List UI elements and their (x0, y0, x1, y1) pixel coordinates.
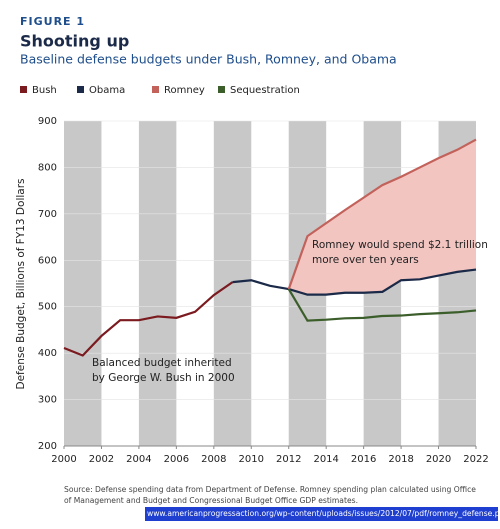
x-tick-label: 2016 (351, 454, 376, 465)
x-tick-label: 2014 (313, 454, 338, 465)
x-tick-label: 2004 (126, 454, 151, 465)
x-tick-label: 2008 (201, 454, 226, 465)
annotation: Romney would spend $2.1 trillion (312, 239, 488, 251)
source: of Management and Budget and Congression… (64, 496, 358, 505)
x-tick-label: 2022 (463, 454, 488, 465)
series-line (63, 281, 234, 357)
legend-label: Bush (32, 85, 57, 96)
stripe (138, 121, 177, 446)
y-tick-label: 900 (38, 116, 57, 127)
legend-label: Sequestration (230, 85, 300, 96)
y-tick-label: 800 (38, 162, 57, 173)
chart-subtitle: Baseline defense budgets under Bush, Rom… (20, 52, 397, 67)
x-tick-label: 2002 (89, 454, 114, 465)
annotation: more over ten years (312, 254, 419, 266)
y-tick-label: 700 (38, 209, 57, 220)
url: www.americanprogressaction.org/wp-conten… (147, 509, 500, 518)
stripe (64, 121, 102, 446)
series-line (287, 288, 477, 322)
legend-swatch (77, 86, 84, 93)
legend-label: Romney (164, 85, 205, 96)
series-line (232, 268, 477, 296)
y-axis-label: Defense Budget, Billions of FY13 Dollars (15, 179, 27, 390)
x-tick-label: 2000 (51, 454, 76, 465)
x-tick-label: 2006 (164, 454, 189, 465)
annotation: by George W. Bush in 2000 (92, 372, 235, 384)
y-tick-label: 600 (38, 255, 57, 266)
annotation: Balanced budget inherited (92, 357, 232, 369)
legend-swatch (218, 86, 225, 93)
y-tick-label: 300 (38, 395, 57, 406)
legend-label: Obama (89, 85, 125, 96)
legend-swatch (152, 86, 159, 93)
figure-label: FIGURE 1 (20, 15, 85, 28)
y-tick-label: 200 (38, 441, 57, 452)
series-line (287, 138, 477, 290)
x-tick-label: 2012 (276, 454, 301, 465)
x-tick-label: 2018 (388, 454, 413, 465)
y-tick-label: 500 (38, 302, 57, 313)
x-tick-label: 2010 (239, 454, 264, 465)
area (288, 139, 476, 295)
url-highlight (145, 507, 498, 521)
source: Source: Defense spending data from Depar… (64, 485, 476, 494)
y-tick-label: 400 (38, 348, 57, 359)
legend-swatch (20, 86, 27, 93)
x-tick-label: 2020 (426, 454, 451, 465)
chart-title: Shooting up (20, 32, 129, 51)
stripe (213, 121, 252, 446)
